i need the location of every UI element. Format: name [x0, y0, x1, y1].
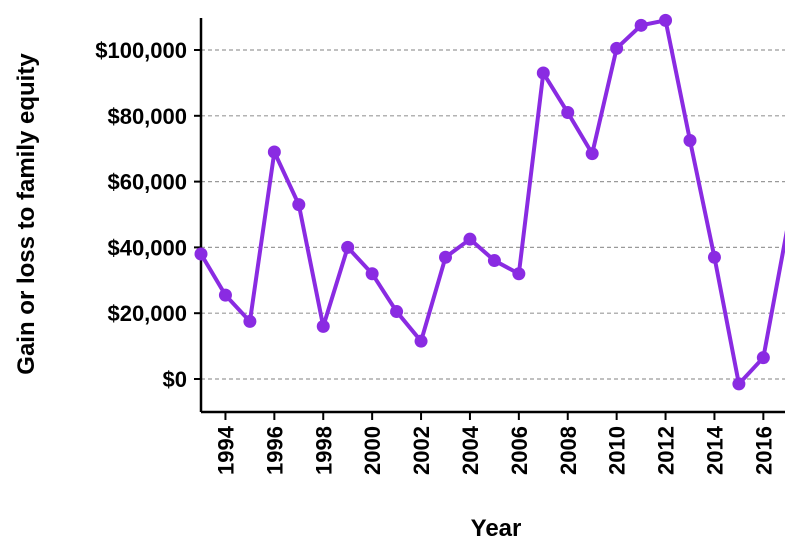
data-point	[292, 198, 306, 212]
data-point	[561, 106, 575, 120]
data-point	[463, 232, 477, 246]
x-tick-label: 2014	[702, 425, 727, 475]
y-tick-label: $20,000	[107, 301, 187, 326]
data-point	[732, 377, 746, 391]
data-point	[634, 18, 648, 32]
data-point	[659, 13, 673, 27]
data-point	[487, 254, 501, 268]
data-point	[267, 145, 281, 159]
y-tick-label: $100,000	[95, 38, 187, 63]
x-tick-label: 2008	[556, 426, 581, 475]
y-tick-label: $40,000	[107, 235, 187, 260]
x-tick-label: 2004	[458, 425, 483, 475]
axes	[194, 18, 785, 420]
x-tick-label: 1994	[213, 425, 238, 475]
data-point	[536, 66, 550, 80]
x-tick-label: 2006	[507, 426, 532, 475]
series-layer	[194, 13, 785, 391]
x-tick-label: 1998	[311, 426, 336, 475]
data-point	[316, 319, 330, 333]
y-tick-label: $60,000	[107, 170, 187, 195]
y-tick-label: $80,000	[107, 104, 187, 129]
y-tick-labels: $0 $20,000 $40,000 $60,000 $80,000 $100,000	[95, 38, 187, 392]
y-tick-label: $0	[163, 367, 187, 392]
x-tick-label: 2002	[409, 426, 434, 475]
y-axis-title: Gain or loss to family equity	[13, 53, 40, 375]
data-point	[585, 147, 599, 161]
x-tick-label: 2000	[360, 426, 385, 475]
data-point	[365, 267, 379, 281]
x-axis-title: Year	[471, 515, 522, 542]
series-line	[199, 18, 785, 386]
x-tick-label: 1996	[262, 426, 287, 475]
data-point	[439, 250, 452, 264]
data-point	[707, 250, 721, 264]
x-tick-labels: 1994 1996 1998 2000 2002 2004 2006 2008 2010 2012…	[213, 425, 776, 475]
data-point	[414, 334, 428, 348]
data-point	[243, 314, 257, 328]
data-point	[341, 240, 355, 254]
data-point	[390, 305, 404, 319]
x-tick-label: 2016	[751, 426, 776, 475]
data-point	[194, 247, 208, 261]
x-tick-label: 2012	[654, 426, 679, 475]
x-tick-label: 2010	[605, 426, 630, 475]
grid-lines	[201, 49, 785, 380]
data-point	[756, 351, 770, 365]
data-point	[512, 267, 526, 281]
data-point	[218, 288, 232, 302]
data-point	[610, 41, 624, 55]
data-point	[683, 133, 697, 147]
